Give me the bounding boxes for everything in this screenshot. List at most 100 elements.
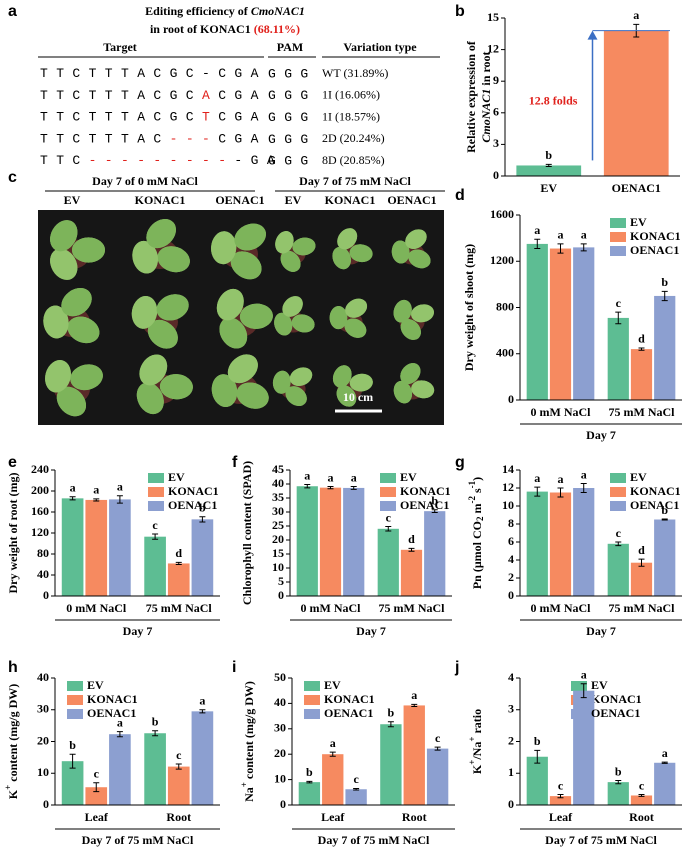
- legend-label: OENAC1: [630, 243, 679, 257]
- y-axis-label: K+ content (mg/g DW): [3, 684, 20, 799]
- error-bar: [408, 547, 415, 552]
- significance-letter: a: [581, 228, 587, 242]
- y-axis-label: Na+ content (mg/g DW): [239, 681, 256, 802]
- text-part: TTCTTTAC: [40, 132, 170, 147]
- leaf: [411, 304, 434, 323]
- bar: [319, 487, 342, 596]
- y-tick-label: 1: [508, 765, 514, 779]
- x-tick-label: Root: [629, 810, 654, 824]
- bar: [61, 761, 84, 805]
- text-part: s: [470, 488, 484, 496]
- variation-type: 8D (20.85%): [322, 153, 385, 167]
- leaf: [391, 240, 410, 264]
- y-tick-label: 25: [272, 518, 284, 532]
- error-bar: [534, 238, 541, 250]
- text-part: (68.11%): [254, 22, 300, 36]
- column-header: Variation type: [343, 40, 417, 54]
- text-part: Dry weight of root (mg): [6, 472, 20, 593]
- y-tick-label: 40: [37, 670, 49, 684]
- bar: [516, 165, 582, 176]
- y-tick-label: 1200: [490, 253, 514, 267]
- y-tick-label: 2: [508, 733, 514, 747]
- text-part: T: [202, 110, 218, 125]
- leaf: [43, 305, 69, 339]
- leaf: [272, 370, 291, 394]
- legend-label: KONAC1: [168, 484, 219, 498]
- y-tick-label: 4: [508, 552, 514, 566]
- column-header: PAM: [277, 40, 303, 54]
- bar: [607, 543, 629, 596]
- text-part: in root: [479, 51, 493, 88]
- group-label: Day 7 of 75 mM NaCl: [299, 174, 411, 188]
- y-tick-label: 40: [37, 567, 49, 581]
- legend-swatch: [610, 501, 626, 511]
- y-tick-label: 9: [493, 73, 499, 87]
- error-bar: [327, 486, 334, 490]
- y-axis-label: Pn (μmol CO2 m-2 s-1): [467, 477, 485, 589]
- significance-letter: b: [431, 494, 438, 508]
- significance-letter: a: [93, 483, 99, 497]
- text-part: TTCTTTACGC: [40, 88, 202, 103]
- legend-swatch: [380, 487, 396, 497]
- y-tick-label: 0: [508, 797, 514, 811]
- group-label: Day 7 of 0 mM NaCl: [92, 174, 198, 188]
- leaf: [72, 237, 105, 263]
- significance-letter: c: [435, 731, 441, 745]
- y-tick-label: 160: [31, 504, 49, 518]
- error-bar: [615, 541, 622, 547]
- legend-swatch: [610, 232, 626, 242]
- leaf: [56, 386, 87, 417]
- legend-label: OENAC1: [324, 706, 373, 720]
- significance-letter: b: [199, 500, 206, 514]
- significance-letter: b: [388, 705, 395, 719]
- x-tick-label: Leaf: [85, 810, 109, 824]
- column-label: OENAC1: [215, 193, 264, 207]
- leaf: [139, 354, 168, 386]
- pam-sequence: GGG: [268, 132, 317, 147]
- leaf: [159, 374, 193, 400]
- legend-swatch: [571, 681, 587, 691]
- legend-swatch: [67, 695, 83, 705]
- annotation: 12.8 folds: [529, 93, 578, 107]
- y-tick-label: 20: [272, 532, 284, 546]
- error-bar: [411, 703, 418, 707]
- error-bar: [350, 486, 357, 490]
- scale-label: 10 cm: [343, 390, 373, 404]
- bar: [167, 563, 190, 596]
- bar: [526, 491, 548, 596]
- column-header: Target: [103, 40, 137, 54]
- significance-letter: b: [615, 764, 622, 778]
- leaf: [393, 380, 413, 404]
- x-axis-label: Day 7: [123, 624, 153, 638]
- leaf: [275, 231, 294, 254]
- y-tick-label: 10: [37, 765, 49, 779]
- leaf: [50, 220, 78, 252]
- y-axis-label: Chlorophyll content (SPAD): [240, 461, 254, 605]
- panel-letter: b: [455, 3, 465, 20]
- x-axis-label: Day 7 of 75 mM NaCl: [545, 833, 657, 847]
- significance-letter: b: [306, 765, 313, 779]
- column-label: EV: [285, 193, 302, 207]
- error-bar: [93, 782, 100, 793]
- legend-swatch: [610, 487, 626, 497]
- legend-swatch: [380, 501, 396, 511]
- panel-letter: e: [8, 454, 17, 471]
- x-tick-label: 0 mM NaCl: [66, 601, 127, 615]
- leaf: [349, 244, 373, 263]
- legend-swatch: [610, 246, 626, 256]
- y-tick-label: 20: [37, 733, 49, 747]
- error-bar: [116, 731, 123, 738]
- error-bar: [638, 794, 645, 797]
- leaf: [274, 312, 293, 336]
- bar: [144, 536, 166, 596]
- bar: [526, 756, 548, 805]
- y-tick-label: 3: [493, 136, 499, 150]
- y-axis-label: Dry weight of shoot (mg): [462, 244, 476, 371]
- significance-letter: a: [534, 471, 540, 485]
- bar: [426, 748, 449, 805]
- y-tick-label: 1600: [490, 207, 514, 221]
- bar: [630, 562, 653, 596]
- error-bar: [661, 290, 668, 302]
- legend-swatch: [610, 218, 626, 228]
